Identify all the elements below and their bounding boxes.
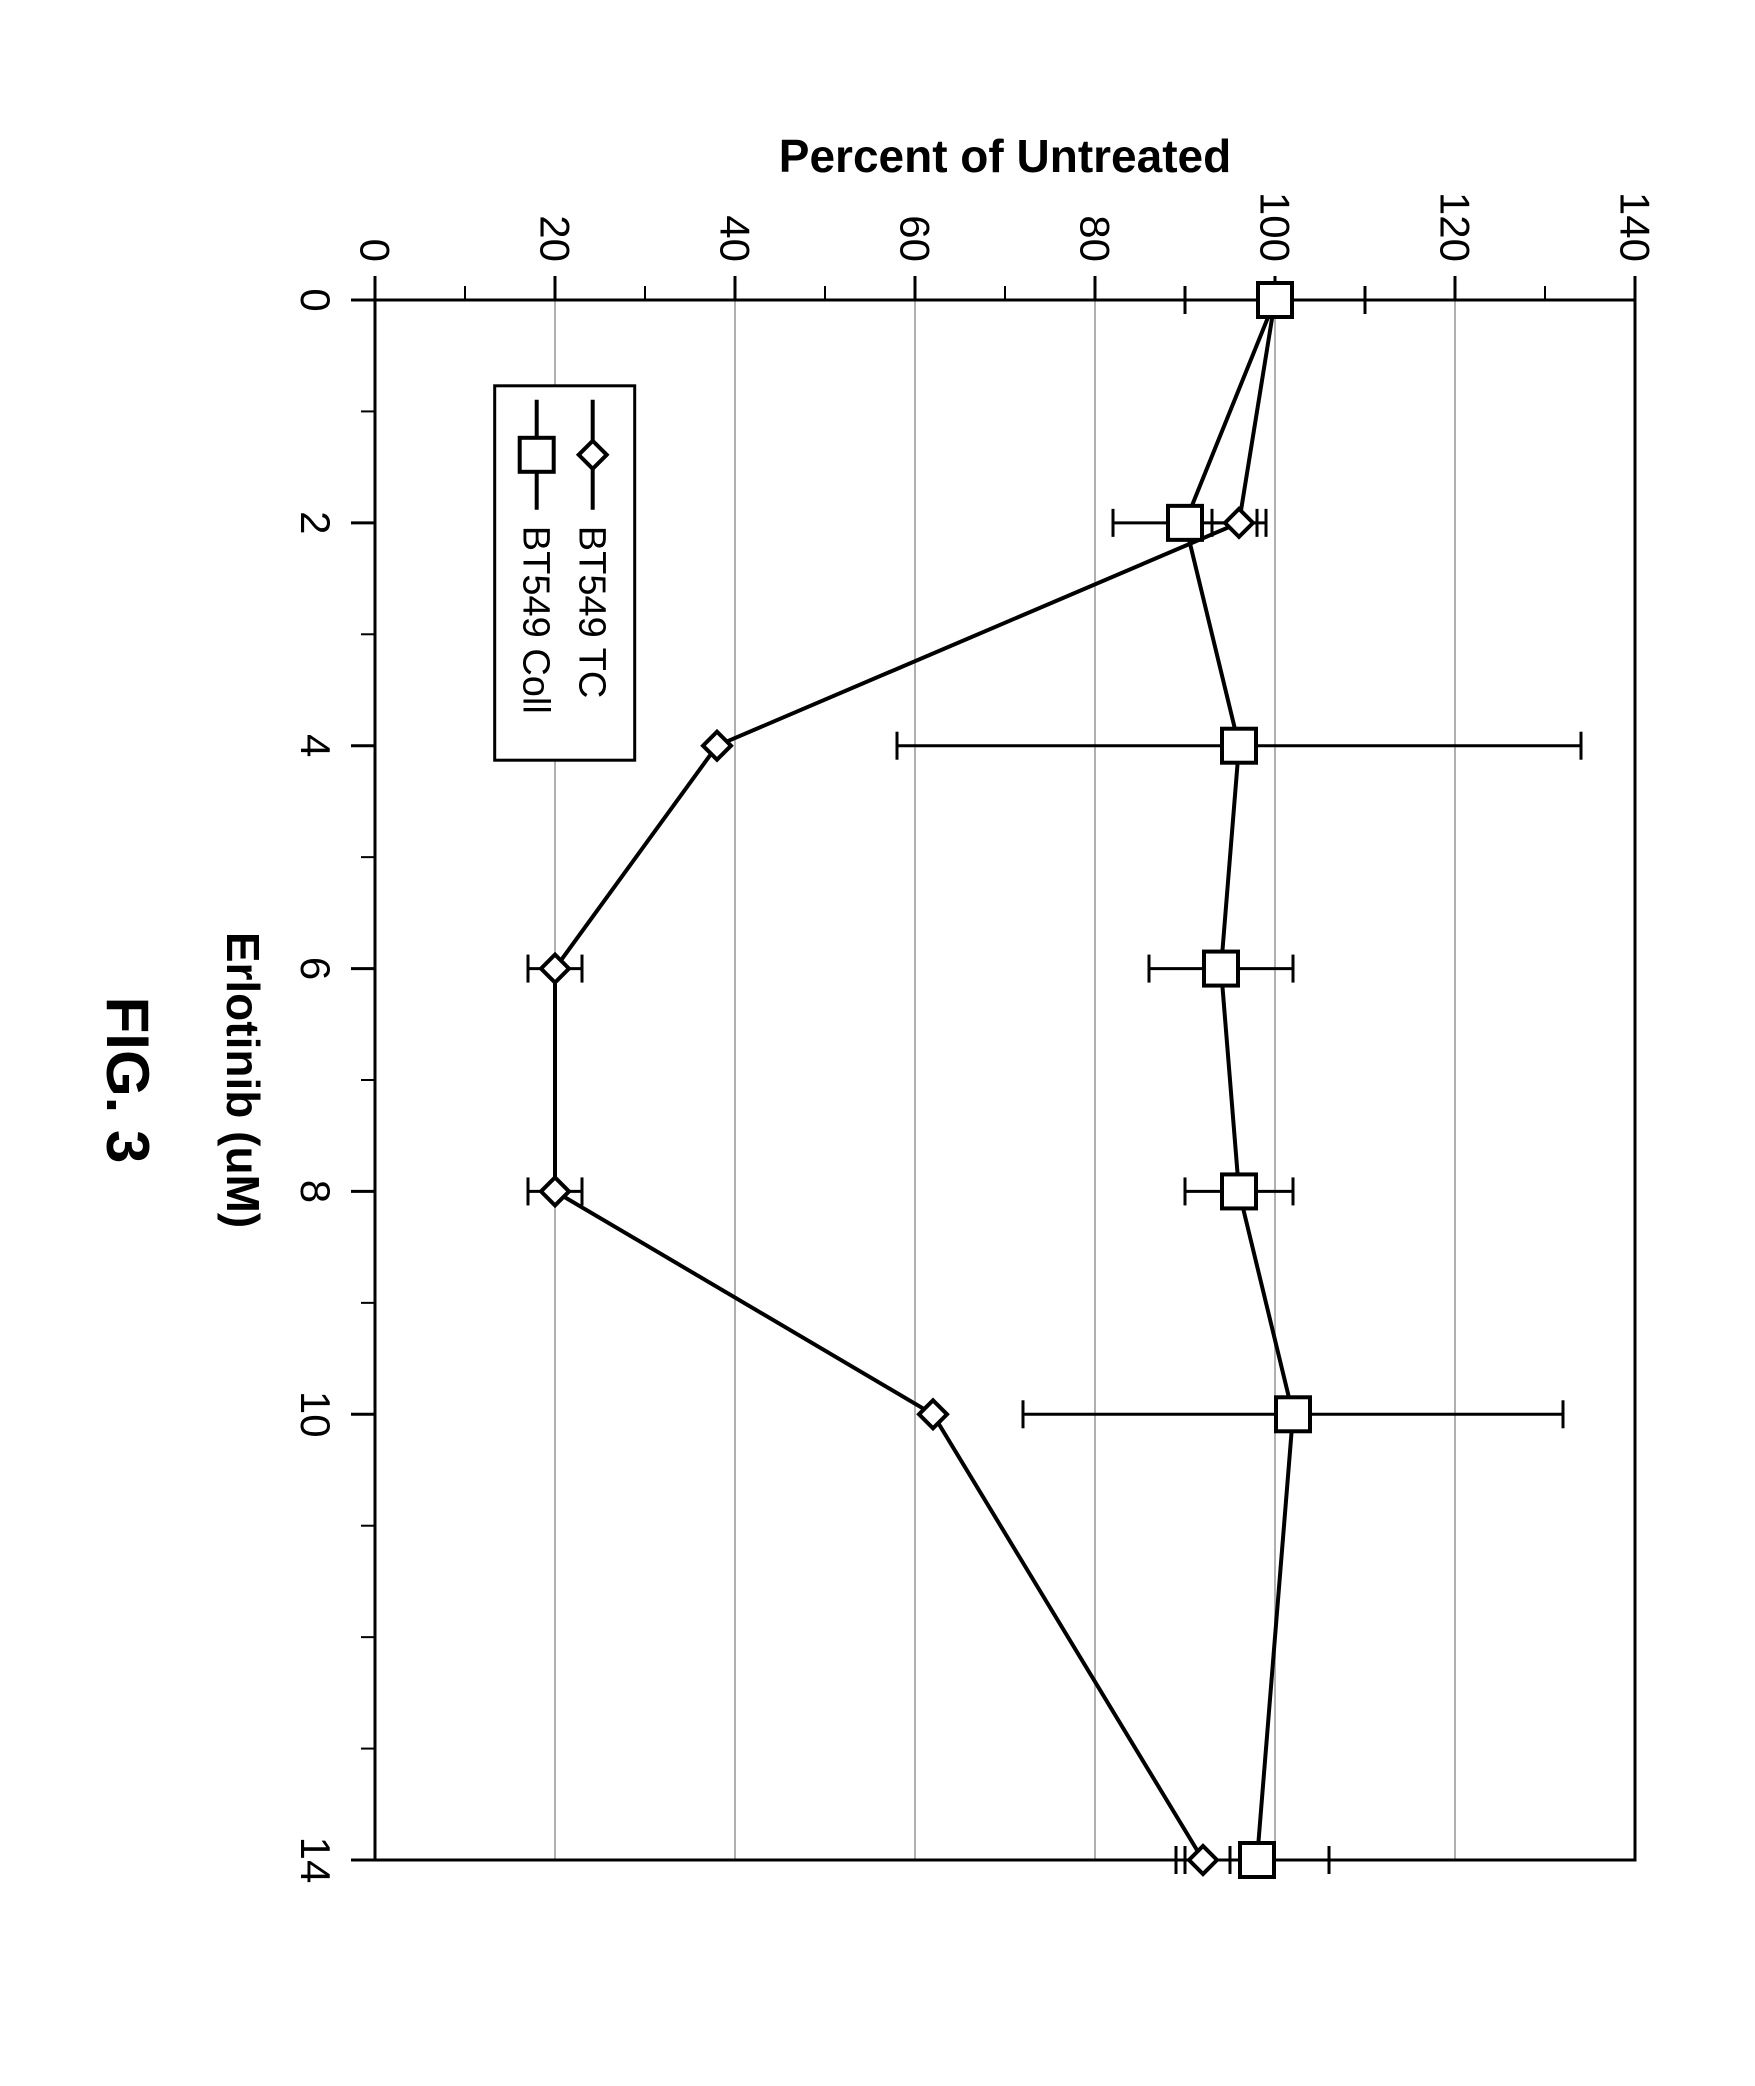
figure-caption: FIG. 3 — [94, 997, 161, 1164]
y-tick-label: 140 — [1611, 192, 1658, 262]
y-tick-label: 80 — [1071, 215, 1118, 262]
y-tick-label: 20 — [531, 215, 578, 262]
y-axis-label: Percent of Untreated — [779, 130, 1231, 182]
y-tick-label: 60 — [891, 215, 938, 262]
legend-label: BT549 TC — [570, 526, 612, 698]
x-tick-label: 10 — [292, 1391, 339, 1438]
y-tick-label: 0 — [351, 239, 398, 262]
y-tick-label: 40 — [711, 215, 758, 262]
x-tick-label: 4 — [292, 734, 339, 757]
x-axis-label: Erlotinib (uM) — [217, 932, 269, 1228]
legend-label: BT549 Coll — [514, 526, 556, 714]
y-tick-label: 120 — [1431, 192, 1478, 262]
chart-svg: 024681014020406080100120140Erlotinib (uM… — [0, 0, 1755, 2086]
x-tick-label: 8 — [292, 1180, 339, 1203]
x-tick-label: 0 — [292, 288, 339, 311]
x-tick-label: 14 — [292, 1837, 339, 1884]
x-tick-label: 6 — [292, 957, 339, 980]
y-tick-label: 100 — [1251, 192, 1298, 262]
x-tick-label: 2 — [292, 511, 339, 534]
